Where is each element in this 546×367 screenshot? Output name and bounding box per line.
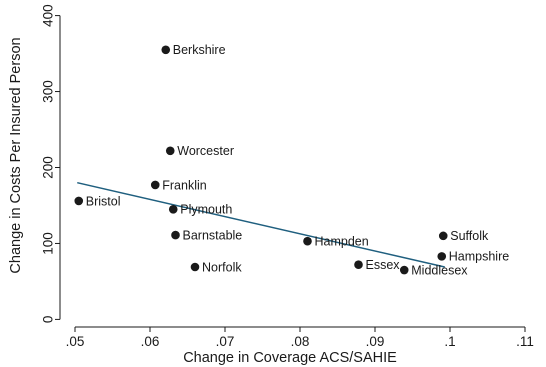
x-tick-label: .1 [444, 334, 455, 349]
data-point [303, 236, 312, 246]
data-point [74, 196, 84, 206]
x-tick-label: .06 [141, 334, 160, 349]
axes: 0 100 200 300 400 .05 .06 .07 .08 .09 .1 .11 [41, 4, 534, 349]
data-point [437, 252, 447, 261]
data-point [165, 146, 175, 156]
fit-line-group [77, 181, 445, 268]
point-label: Essex [366, 258, 401, 272]
data-point [438, 231, 448, 241]
point-label: Plymouth [180, 203, 232, 217]
x-tick-label: .05 [66, 334, 85, 349]
point-label: Bristol [86, 194, 121, 208]
y-axis-title: Change in Costs Per Insured Person [8, 37, 24, 273]
data-point [161, 45, 171, 55]
data-point [171, 230, 180, 240]
point-label: Hampshire [449, 250, 509, 264]
y-tick-label: 0 [41, 316, 56, 324]
y-tick-label: 400 [41, 4, 56, 27]
point-label: Norfolk [202, 260, 242, 274]
data-point [168, 204, 178, 214]
x-tick-label: .07 [216, 334, 235, 349]
data-point [354, 260, 363, 270]
fit-line [77, 181, 445, 268]
point-label: Franklin [162, 178, 207, 192]
x-tick-label: .09 [366, 334, 385, 349]
point-label: Berkshire [173, 43, 226, 57]
point-label: Middlesex [411, 263, 468, 277]
y-tick-label: 100 [41, 232, 56, 255]
x-axis-title: Change in Coverage ACS/SAHIE [183, 350, 397, 366]
x-tick-label: .11 [516, 334, 534, 349]
point-label: Suffolk [450, 229, 489, 243]
data-point [190, 262, 200, 272]
y-tick-label: 300 [41, 80, 56, 103]
x-tick-label: .08 [291, 334, 310, 349]
point-label: Worcester [177, 144, 234, 158]
point-label: Barnstable [183, 228, 243, 242]
point-label: Hampden [315, 235, 369, 249]
data-point [150, 180, 160, 190]
data-point [399, 265, 409, 275]
data-points: Berkshire Worcester Franklin Bristol Plymout… [74, 43, 509, 277]
y-tick-label: 200 [41, 156, 56, 179]
